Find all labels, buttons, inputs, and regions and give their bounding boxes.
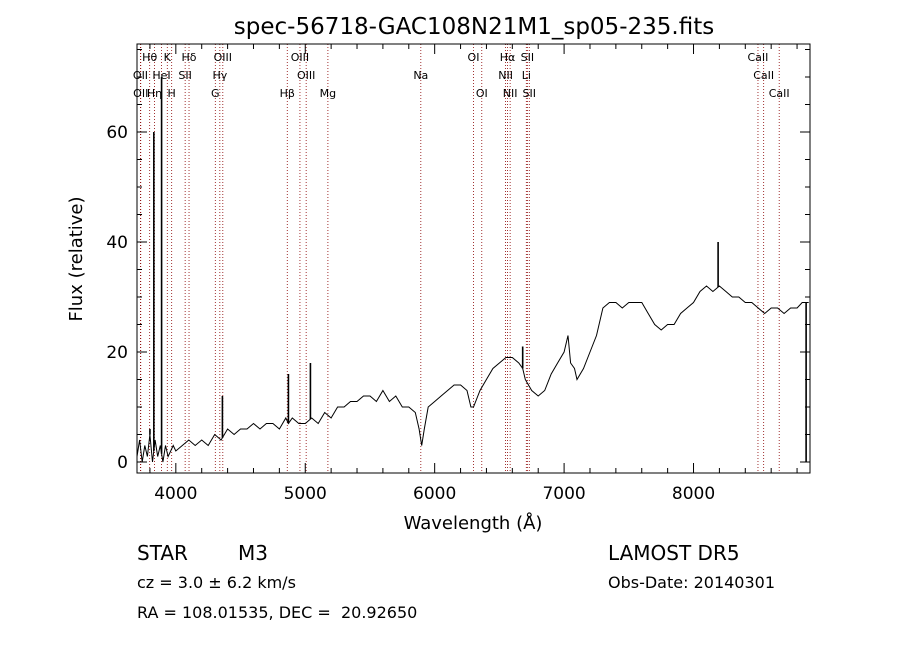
object-type: STAR bbox=[137, 541, 188, 565]
y-axis-label: Flux (relative) bbox=[66, 196, 87, 321]
subclass: M3 bbox=[238, 541, 268, 565]
line-label: Mg bbox=[320, 87, 336, 100]
plot-frame bbox=[136, 43, 811, 474]
line-label: Hη bbox=[147, 87, 162, 100]
line-label: K bbox=[164, 51, 172, 64]
line-label: OI bbox=[468, 51, 480, 64]
y-tick-label: 20 bbox=[106, 343, 128, 363]
line-label: OIII bbox=[297, 69, 315, 82]
line-labels: Hθ K Hδ OIII OIII OI Hα SII CaII OII HeI SII Hγ OIII N… bbox=[133, 51, 790, 100]
line-label: NII bbox=[498, 69, 513, 82]
line-label: H bbox=[168, 87, 176, 100]
line-label: SII bbox=[523, 87, 536, 100]
x-tick-label: 7000 bbox=[542, 484, 585, 504]
x-tick-label: 6000 bbox=[413, 484, 456, 504]
y-axis: 0 20 40 60 bbox=[106, 49, 810, 473]
line-label: G bbox=[211, 87, 220, 100]
line-label: CaII bbox=[748, 51, 769, 64]
x-tick-label: 8000 bbox=[672, 484, 715, 504]
coordinates: RA = 108.01535, DEC = 20.92650 bbox=[137, 603, 418, 622]
line-label: Hβ bbox=[280, 87, 295, 100]
line-label: Hθ bbox=[142, 51, 157, 64]
obs-date: Obs-Date: 20140301 bbox=[608, 573, 776, 592]
line-label: OII bbox=[133, 69, 148, 82]
emission-spikes bbox=[149, 77, 807, 462]
line-label: OIII bbox=[214, 51, 232, 64]
line-label: CaII bbox=[769, 87, 790, 100]
line-label: Hδ bbox=[182, 51, 197, 64]
line-label: OIII bbox=[291, 51, 309, 64]
line-label: NII bbox=[503, 87, 518, 100]
x-tick-label: 4000 bbox=[154, 484, 197, 504]
y-tick-label: 40 bbox=[106, 233, 128, 253]
x-tick-label: 5000 bbox=[284, 484, 327, 504]
y-tick-label: 60 bbox=[106, 123, 128, 143]
line-label: SII bbox=[521, 51, 534, 64]
line-label: SII bbox=[178, 69, 191, 82]
line-markers bbox=[140, 44, 780, 473]
survey: LAMOST DR5 bbox=[608, 541, 740, 565]
line-label: OI bbox=[476, 87, 488, 100]
line-label: CaII bbox=[753, 69, 774, 82]
spectrum-series bbox=[136, 285, 809, 463]
chart-title: spec-56718-GAC108N21M1_sp05-235.fits bbox=[234, 14, 714, 40]
line-label: Li bbox=[522, 69, 531, 82]
line-label: Hα bbox=[500, 51, 516, 64]
line-label: HeI bbox=[152, 69, 170, 82]
redshift-cz: cz = 3.0 ± 6.2 km/s bbox=[137, 573, 296, 592]
x-axis: 4000 5000 6000 7000 8000 bbox=[149, 44, 798, 504]
x-axis-label: Wavelength (Å) bbox=[404, 512, 543, 534]
y-tick-label: 0 bbox=[117, 453, 128, 473]
line-label: Hγ bbox=[212, 69, 227, 82]
line-label: Na bbox=[413, 69, 428, 82]
